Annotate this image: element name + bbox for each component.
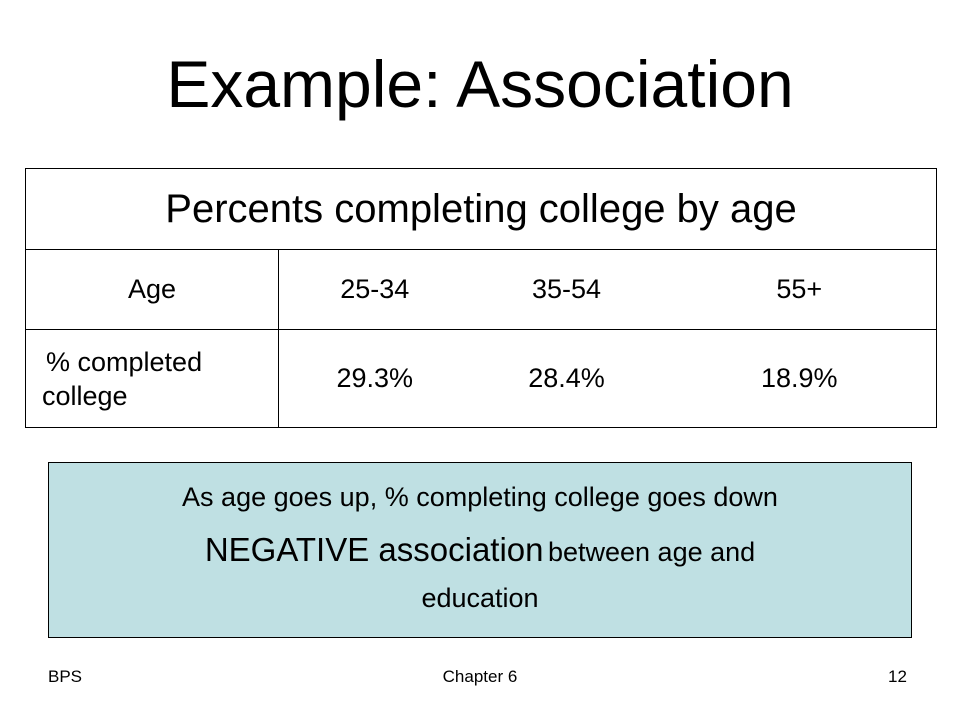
table-row: % completed college 29.3% 28.4% 18.9% (25, 329, 938, 428)
percent-value-cell: 28.4% (470, 329, 663, 428)
percent-row-label-line-2: college (42, 380, 128, 411)
summary-line-2-rest: between age and (547, 537, 756, 567)
slide-number: 12 (888, 667, 907, 686)
table-caption: Percents completing college by age (24, 168, 938, 250)
summary-emphasis: NEGATIVE association (204, 531, 544, 568)
percent-row-label: % completed college (25, 329, 279, 428)
data-table: Percents completing college by age Age 2… (24, 168, 938, 428)
age-row-label: Age (25, 249, 279, 330)
summary-line-2: NEGATIVE association between age and (49, 529, 911, 578)
age-group-cell: 25-34 (278, 249, 471, 330)
slide-title: Example: Association (166, 47, 794, 121)
summary-line-1: As age goes up, % completing college goe… (182, 482, 778, 512)
age-group-cell: 55+ (662, 249, 938, 330)
percent-row-label-line-1: % completed (46, 346, 203, 377)
age-group-cell: 35-54 (470, 249, 663, 330)
table-row: Age 25-34 35-54 55+ (25, 249, 938, 330)
percent-value-cell: 29.3% (278, 329, 471, 428)
percent-value-cell: 18.9% (662, 329, 938, 428)
footer-center: Chapter 6 (442, 667, 518, 686)
footer-left: BPS (48, 667, 83, 686)
summary-line-3: education (421, 583, 539, 613)
summary-box: As age goes up, % completing college goe… (48, 462, 912, 638)
